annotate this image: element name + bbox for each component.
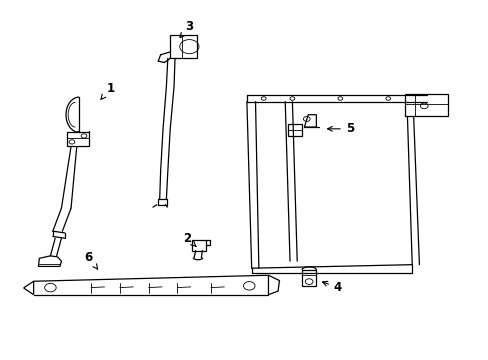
Text: 5: 5 bbox=[327, 122, 353, 135]
Text: 3: 3 bbox=[180, 20, 193, 37]
Text: 2: 2 bbox=[183, 232, 196, 247]
Text: 1: 1 bbox=[101, 82, 114, 99]
Text: 4: 4 bbox=[322, 281, 342, 294]
Text: 6: 6 bbox=[84, 251, 98, 269]
